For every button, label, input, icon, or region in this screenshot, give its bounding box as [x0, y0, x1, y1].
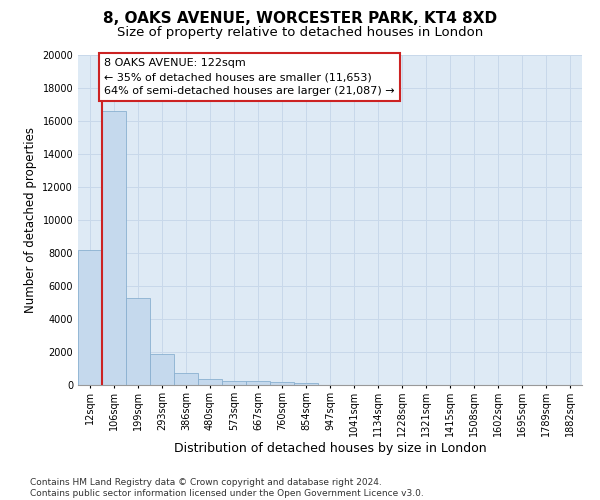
- Bar: [78, 250, 102, 385]
- Bar: [150, 354, 174, 385]
- Bar: [294, 382, 318, 385]
- Bar: [126, 298, 150, 385]
- Text: 8, OAKS AVENUE, WORCESTER PARK, KT4 8XD: 8, OAKS AVENUE, WORCESTER PARK, KT4 8XD: [103, 11, 497, 26]
- Bar: [270, 382, 294, 385]
- Y-axis label: Number of detached properties: Number of detached properties: [24, 127, 37, 313]
- Bar: [246, 382, 270, 385]
- Bar: [222, 380, 246, 385]
- Text: 8 OAKS AVENUE: 122sqm
← 35% of detached houses are smaller (11,653)
64% of semi-: 8 OAKS AVENUE: 122sqm ← 35% of detached …: [104, 58, 395, 96]
- Bar: [198, 379, 222, 385]
- Text: Size of property relative to detached houses in London: Size of property relative to detached ho…: [117, 26, 483, 39]
- Bar: [102, 111, 126, 385]
- Text: Contains HM Land Registry data © Crown copyright and database right 2024.
Contai: Contains HM Land Registry data © Crown c…: [30, 478, 424, 498]
- X-axis label: Distribution of detached houses by size in London: Distribution of detached houses by size …: [173, 442, 487, 454]
- Bar: [174, 372, 198, 385]
